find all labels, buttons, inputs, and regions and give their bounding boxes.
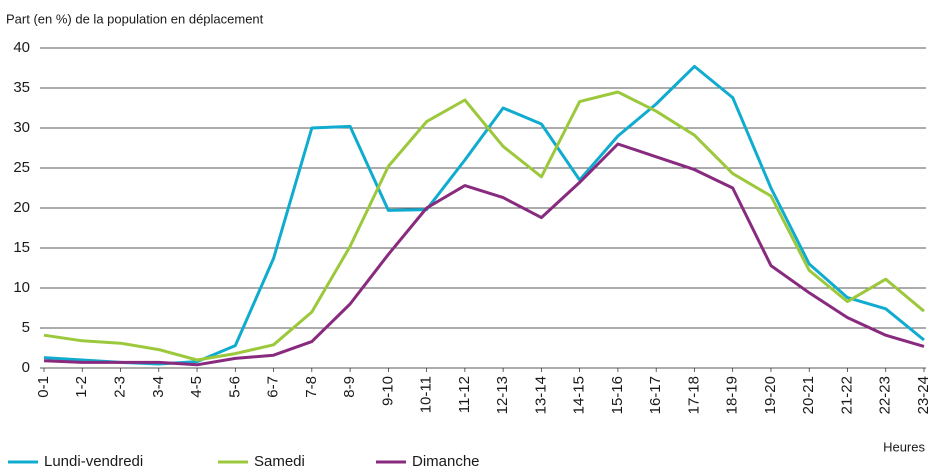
x-tick-label: 0-1 xyxy=(35,376,52,398)
x-tick-label: 16-17 xyxy=(647,376,664,414)
x-tick-label: 1-2 xyxy=(73,376,90,398)
x-tick-label: 12-13 xyxy=(494,376,511,414)
x-tick-label: 4-5 xyxy=(188,376,205,398)
x-tick-label: 14-15 xyxy=(571,376,588,414)
series-line xyxy=(43,142,925,367)
y-tick-label: 30 xyxy=(13,119,30,136)
x-tick-label: 15-16 xyxy=(609,376,626,414)
y-tick-label: 0 xyxy=(22,359,30,376)
y-axis-label: Part (en %) de la population en déplacem… xyxy=(6,11,264,26)
x-tick-label: 18-19 xyxy=(724,376,741,414)
y-tick-label: 15 xyxy=(13,239,30,256)
x-tick-label: 5-6 xyxy=(226,376,243,398)
y-tick-label: 20 xyxy=(13,199,30,216)
x-tick-label: 3-4 xyxy=(150,376,167,398)
x-tick-label: 6-7 xyxy=(265,376,282,398)
x-tick-label: 9-10 xyxy=(379,376,396,406)
series-line xyxy=(43,64,925,366)
y-tick-label: 10 xyxy=(13,279,30,296)
x-tick-label: 23-24 xyxy=(915,376,929,414)
legend-label: Dimanche xyxy=(412,453,480,470)
x-tick-label: 10-11 xyxy=(418,376,435,413)
y-tick-label: 40 xyxy=(13,39,30,56)
x-tick-label: 19-20 xyxy=(762,376,779,414)
y-tick-label: 25 xyxy=(13,159,30,176)
legend-label: Lundi-vendredi xyxy=(44,453,143,470)
x-tick-label: 22-23 xyxy=(877,376,894,414)
x-tick-label: 11-12 xyxy=(456,376,473,413)
y-tick-label: 35 xyxy=(13,79,30,96)
legend-label: Samedi xyxy=(254,453,305,470)
x-tick-label: 13-14 xyxy=(532,376,549,414)
y-tick-label: 5 xyxy=(22,319,30,336)
x-tick-label: 17-18 xyxy=(685,376,702,414)
x-axis-label: Heures xyxy=(883,439,925,454)
x-tick-label: 21-22 xyxy=(838,376,855,414)
series-line xyxy=(43,90,925,362)
x-tick-label: 7-8 xyxy=(303,376,320,398)
x-tick-label: 20-21 xyxy=(800,376,817,414)
x-tick-label: 2-3 xyxy=(111,376,128,398)
x-tick-label: 8-9 xyxy=(341,376,358,398)
